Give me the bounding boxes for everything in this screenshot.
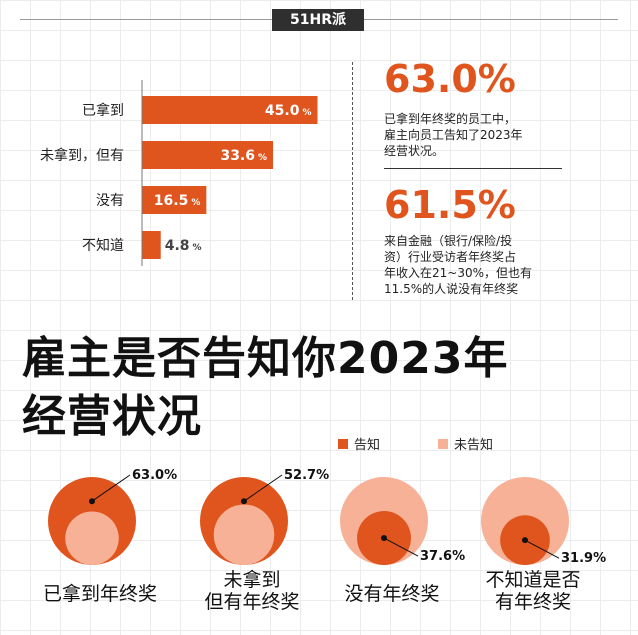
brand-line-right xyxy=(364,19,618,20)
legend-item-not-told: 未告知 xyxy=(438,434,493,453)
bar-category-label: 已拿到 xyxy=(82,102,124,119)
brand-line-left xyxy=(20,19,272,20)
stat-1-value: 63.0% xyxy=(384,57,516,101)
leader-line xyxy=(91,474,131,502)
bar-category-label: 不知道 xyxy=(82,237,124,254)
bar xyxy=(142,186,207,214)
stat-1-line: 经营状况。 xyxy=(384,144,445,158)
circle-value-label: 52.7% xyxy=(284,468,329,483)
leader-line xyxy=(243,474,283,502)
bar xyxy=(142,96,318,124)
headline: 雇主是否告知你2023年 经营状况 xyxy=(22,330,622,446)
bar-chart: 已拿到 45.0 %未拿到，但有 33.6 %没有 16.5 %不知道 4.8% xyxy=(40,80,318,266)
circle-inner xyxy=(213,504,275,565)
bar xyxy=(142,231,161,259)
circle-group-label: 有年终奖 xyxy=(495,591,571,613)
stat-2-text: 来自金融（银行/保险/投 资）行业受访者年终奖占 年收入在21~30%，但也有 … xyxy=(384,233,564,297)
stat-1-line: 已拿到年终奖的员工中， xyxy=(384,112,517,126)
headline-line: 经营状况 xyxy=(22,391,202,442)
leader-dot xyxy=(522,537,528,544)
bar-value-label: 4.8% xyxy=(165,238,202,254)
legend-swatch-not-told xyxy=(438,438,448,449)
circle-value-label: 63.0% xyxy=(132,468,177,483)
stat-2-line: 来自金融（银行/保险/投 xyxy=(384,234,513,248)
vertical-divider xyxy=(352,62,353,300)
bar-category-label: 没有 xyxy=(96,193,124,209)
leader-dot xyxy=(89,498,95,505)
headline-line: 雇主是否告知你2023年 xyxy=(22,333,509,384)
circle-group-label: 不知道是否 xyxy=(485,569,580,591)
stat-1-line: 雇主向员工告知了2023年 xyxy=(384,128,523,142)
stat-2-line: 年收入在21~30%，但也有 xyxy=(384,266,532,280)
circle-group-label: 没有年终奖 xyxy=(344,583,439,605)
stat-2-line: 11.5%的人说没有年终奖 xyxy=(384,282,519,296)
circle-group-label: 未拿到 xyxy=(223,568,280,591)
leader-dot xyxy=(241,498,247,505)
stat-2-value: 61.5% xyxy=(384,183,516,227)
stat-1-text: 已拿到年终奖的员工中， 雇主向员工告知了2023年 经营状况。 xyxy=(384,111,564,159)
leader-line xyxy=(383,537,419,557)
bar xyxy=(142,141,274,169)
legend-label-not-told: 未告知 xyxy=(454,438,494,453)
circle-group-label: 但有年终奖 xyxy=(204,591,299,613)
legend-label-told: 告知 xyxy=(354,438,381,453)
circle-group-label: 已拿到年终奖 xyxy=(43,582,157,605)
circle-inner xyxy=(65,511,119,565)
legend-swatch-told xyxy=(338,438,348,449)
leader-line xyxy=(524,539,560,559)
bar-category-label: 未拿到，但有 xyxy=(40,147,124,164)
stat-2-line: 资）行业受访者年终奖占 xyxy=(384,250,517,264)
circle-value-label: 37.6% xyxy=(420,549,465,564)
legend-item-told: 告知 xyxy=(338,434,380,453)
circle-value-label: 31.9% xyxy=(561,551,606,566)
stat-separator xyxy=(384,168,562,169)
brand-badge: 51HR派 xyxy=(272,9,364,31)
